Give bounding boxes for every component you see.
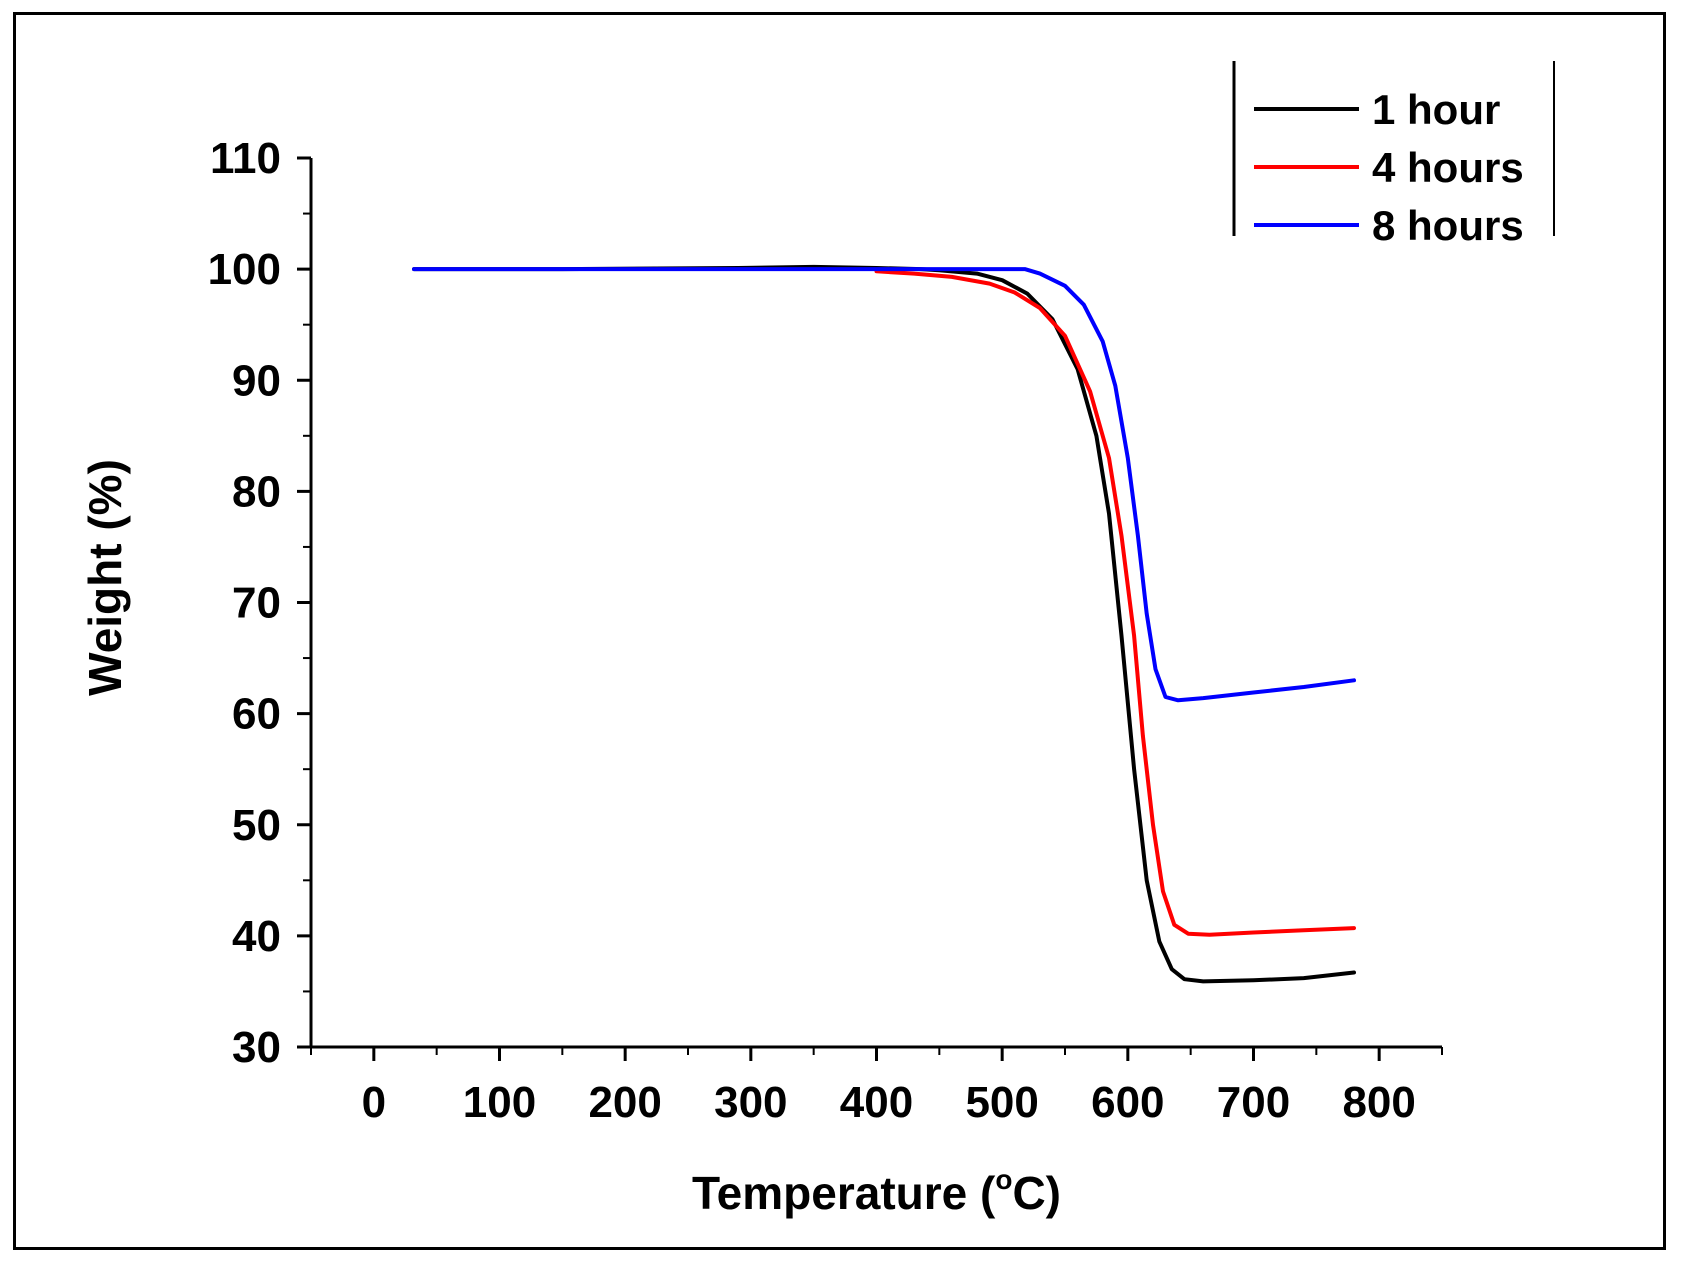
legend-label-1-hour: 1 hour [1372,86,1500,133]
x-tick-label: 0 [362,1078,386,1127]
series-line-8-hours [412,267,1356,703]
y-tick-label: 110 [210,134,281,183]
x-tick-label: 300 [714,1078,787,1127]
x-axis-title-unit: C) [1012,1167,1061,1219]
y-tick-label: 60 [232,690,281,739]
y-tick-label: 70 [232,579,281,628]
y-tick-label: 100 [208,245,281,294]
y-tick-label: 50 [232,801,281,850]
legend: 1 hour 4 hours 8 hours [1232,61,1555,249]
series-line-1-hour [412,264,1356,984]
x-tick-label: 500 [965,1078,1038,1127]
x-tick-label: 400 [840,1078,913,1127]
legend-label-4-hours: 4 hours [1372,144,1524,191]
legend-label-8-hours: 8 hours [1372,202,1524,249]
x-tick-label: 200 [588,1078,661,1127]
tga-line-chart: 30 40 50 60 70 80 90 100 110 0 100 200 300 400 500 600 7… [79,61,1555,1219]
y-tick-label: 80 [232,467,281,516]
series-layer [412,264,1356,984]
y-tick-label: 30 [232,1023,281,1072]
series-line-4-hours [874,269,1356,937]
y-tick-label: 90 [232,356,281,405]
y-axis-title: Weight (%) [79,459,131,696]
x-axis-title-degree: o [995,1164,1012,1195]
x-axis-title: Temperature (oC) [692,1164,1061,1219]
x-tick-label: 800 [1342,1078,1415,1127]
x-tick-label: 700 [1217,1078,1290,1127]
x-tick-label: 600 [1091,1078,1164,1127]
x-axis-title-main: Temperature ( [692,1167,996,1219]
y-tick-label: 40 [232,912,281,961]
figure-frame: 30 40 50 60 70 80 90 100 110 0 100 200 300 400 500 600 7… [13,12,1666,1250]
x-tick-label: 100 [463,1078,536,1127]
axis-titles: Temperature (oC) Weight (%) [79,459,1061,1219]
axes: 30 40 50 60 70 80 90 100 110 0 100 200 300 400 500 600 7… [208,134,1443,1127]
